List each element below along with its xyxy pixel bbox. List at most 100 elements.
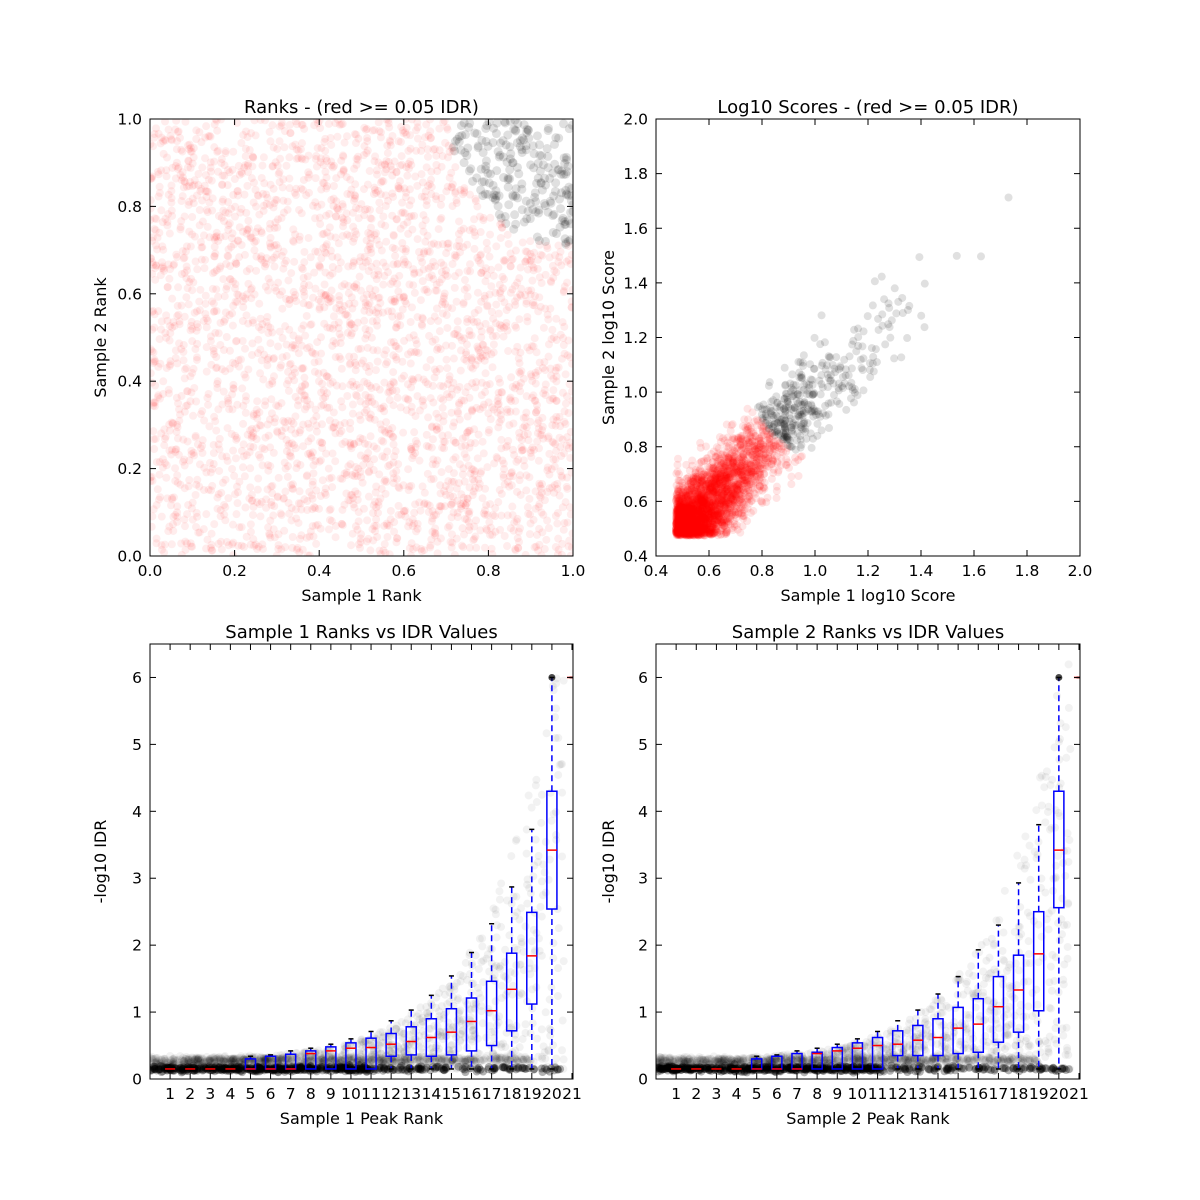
point-red <box>419 227 428 236</box>
point-red <box>673 525 682 534</box>
point-red <box>392 167 401 176</box>
point-red <box>304 151 313 160</box>
point-red <box>696 515 705 524</box>
point-red <box>758 476 767 485</box>
point-red <box>507 373 516 382</box>
point-red <box>280 143 289 152</box>
point-red <box>297 341 306 350</box>
point-red <box>431 524 440 533</box>
point-red <box>756 439 765 448</box>
point-red <box>478 340 487 349</box>
point-red <box>685 516 694 525</box>
point-red <box>407 303 416 312</box>
point-red <box>350 358 359 367</box>
point-red <box>162 473 171 482</box>
point-red <box>745 486 754 495</box>
point-red <box>734 481 743 490</box>
point-red <box>366 393 375 402</box>
point-red <box>447 543 456 552</box>
point-red <box>162 461 171 470</box>
point-red <box>228 165 237 174</box>
point-red <box>291 412 300 421</box>
point-red <box>426 134 435 143</box>
point-red <box>451 253 460 262</box>
point-red <box>203 316 212 325</box>
point-red <box>150 142 157 151</box>
point-red <box>294 349 303 358</box>
point-red <box>202 468 211 477</box>
point-red <box>262 254 271 263</box>
point-red <box>374 158 383 167</box>
point-red <box>439 396 448 405</box>
point-red <box>461 501 470 510</box>
point-red <box>410 508 419 517</box>
point-red <box>561 399 570 408</box>
point-red <box>422 201 431 210</box>
point-red <box>413 519 422 528</box>
point-red <box>682 501 691 510</box>
point-red <box>444 465 453 474</box>
point-red <box>395 271 404 280</box>
point-red <box>696 494 705 503</box>
point-red <box>399 506 408 515</box>
point-red <box>405 185 414 194</box>
point-red <box>432 151 441 160</box>
point-black <box>459 119 469 128</box>
point-red <box>509 445 518 454</box>
point-red <box>188 368 197 377</box>
point-red <box>303 497 312 506</box>
point-red <box>720 500 729 509</box>
point-red <box>233 488 242 497</box>
point-red <box>520 421 529 430</box>
point-red <box>698 477 707 486</box>
point-red <box>304 419 313 428</box>
point-black <box>807 401 816 410</box>
point-red <box>320 488 329 497</box>
point-red <box>212 306 221 315</box>
point-red <box>297 184 306 193</box>
point-red <box>739 479 748 488</box>
point-red <box>722 472 731 481</box>
point-red <box>312 486 321 495</box>
point-black <box>493 147 503 157</box>
point-red <box>449 492 458 501</box>
point-red <box>696 510 705 519</box>
point-red <box>215 264 224 273</box>
point-red <box>699 500 708 509</box>
point-red <box>369 501 378 510</box>
point-red <box>749 466 758 475</box>
point-red <box>673 505 682 514</box>
point-black <box>476 164 486 174</box>
point-black <box>546 198 556 208</box>
point-black <box>529 163 539 173</box>
point-red <box>392 386 401 395</box>
point-red <box>460 184 469 193</box>
point-red <box>353 155 362 164</box>
point-red <box>680 519 689 528</box>
point-red <box>535 293 544 302</box>
point-red <box>302 533 311 542</box>
point-red <box>394 501 403 510</box>
point-black <box>511 126 521 136</box>
point-red <box>255 408 264 417</box>
point-red <box>321 484 330 493</box>
point-red <box>328 324 337 333</box>
point-red <box>248 316 257 325</box>
point-red <box>189 448 198 457</box>
point-red <box>376 550 385 556</box>
point-red <box>683 509 692 518</box>
point-red <box>691 488 700 497</box>
point-red <box>556 422 565 431</box>
point-red <box>447 500 456 509</box>
point-black <box>887 316 896 325</box>
point-black <box>503 182 513 192</box>
point-red <box>347 444 356 453</box>
point-red <box>685 498 694 507</box>
point-red <box>764 454 773 463</box>
point-red <box>224 209 233 218</box>
point-red <box>334 318 343 327</box>
point-red <box>531 487 540 496</box>
point-red <box>331 119 340 128</box>
point-red <box>316 524 325 533</box>
point-red <box>320 290 329 299</box>
